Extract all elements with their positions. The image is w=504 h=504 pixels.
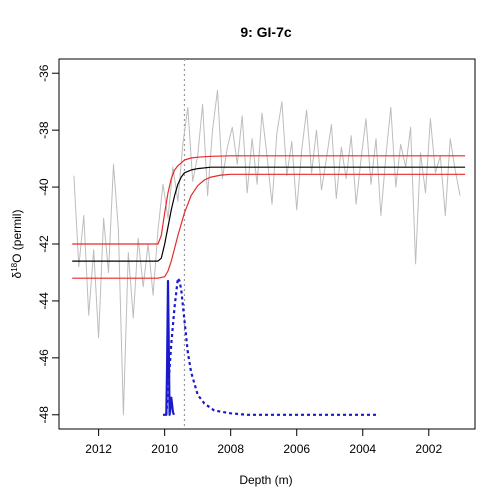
y-axis-title: δ18O (permil) <box>10 210 25 279</box>
y-axis: -48 -46 -44 -42 -40 -38 -36 <box>37 64 60 424</box>
series-ci-lower-line <box>72 173 466 279</box>
x-tick-label: 2006 <box>283 442 310 456</box>
y-tick-label: -40 <box>37 178 51 196</box>
x-tick-label: 2008 <box>217 442 244 456</box>
y-tick-label: -36 <box>37 64 51 82</box>
series-raw-line <box>73 89 461 416</box>
series-density-dashed-line <box>165 277 376 416</box>
x-tick-label: 2010 <box>151 442 178 456</box>
y-tick-label: -38 <box>37 121 51 139</box>
x-axis-title: Depth (m) <box>239 473 292 487</box>
y-tick-label: -46 <box>37 349 51 367</box>
y-axis-title-superscript: 18 <box>10 262 19 271</box>
chart-title: 9: GI-7c <box>240 24 292 40</box>
y-axis-title-rest: O (permil) <box>10 210 24 263</box>
series-ci-upper-line <box>72 155 466 245</box>
x-axis: 2012 2010 2008 2006 2004 2002 <box>85 428 442 456</box>
series-fit-line <box>72 166 466 262</box>
x-tick-label: 2012 <box>85 442 112 456</box>
y-axis-title-delta: δ <box>10 271 24 278</box>
y-tick-label: -48 <box>37 406 51 424</box>
y-tick-label: -44 <box>37 292 51 310</box>
y-tick-label: -42 <box>37 235 51 253</box>
x-tick-label: 2002 <box>415 442 442 456</box>
x-tick-label: 2004 <box>349 442 376 456</box>
plot-content <box>72 59 466 429</box>
